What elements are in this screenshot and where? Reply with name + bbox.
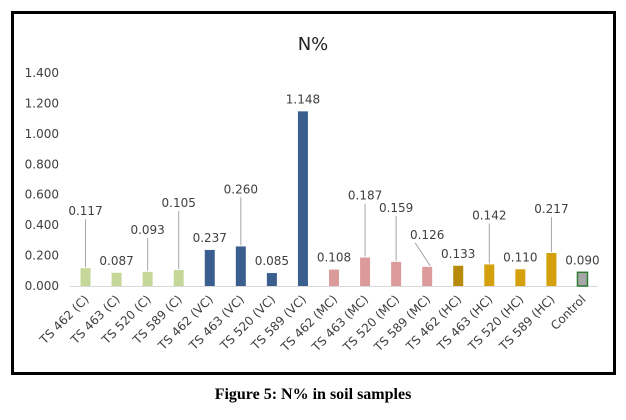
bar-ts-520-c	[142, 271, 153, 286]
chart-frame: N% 0.000 0.200 0.400 0.600 0.800 1.000 1.200 1.…	[11, 11, 616, 375]
data-label: 0.237	[193, 231, 227, 245]
label-leader-lines	[85, 197, 552, 271]
bar-ts-520-hc	[515, 269, 526, 286]
y-tick-label: 1.200	[25, 96, 59, 110]
data-label: 0.108	[317, 251, 351, 265]
figure-caption: Figure 5: N% in soil samples	[214, 386, 412, 403]
y-tick-label: 0.000	[25, 279, 59, 293]
data-label: 0.260	[224, 182, 258, 196]
data-label: 0.090	[565, 253, 599, 267]
y-axis-ticks: 0.000 0.200 0.400 0.600 0.800 1.000 1.200 1.400	[25, 66, 59, 293]
bars	[80, 111, 589, 287]
data-label: 0.133	[441, 247, 475, 261]
bar-ts-463-mc	[360, 257, 371, 286]
y-tick-label: 0.800	[25, 157, 59, 171]
data-label: 1.148	[286, 92, 320, 106]
data-label: 0.093	[130, 223, 164, 237]
bar-ts-589-c	[173, 270, 184, 286]
leader-line	[414, 242, 431, 267]
y-tick-label: 0.200	[25, 249, 59, 263]
bar-ts-589-vc	[297, 111, 308, 286]
data-label: 0.085	[255, 254, 289, 268]
data-label: 0.142	[472, 208, 506, 222]
data-label: 0.087	[99, 254, 133, 268]
data-label: 0.105	[162, 196, 196, 210]
bar-ts-462-c	[80, 268, 91, 286]
chart-title: N%	[298, 34, 329, 55]
category-label: Control	[548, 292, 589, 333]
bar-control	[576, 271, 589, 287]
y-tick-label: 1.400	[25, 66, 59, 80]
y-tick-label: 0.400	[25, 218, 59, 232]
bar-ts-589-mc	[422, 266, 433, 286]
category-labels: TS 462 (C)TS 463 (C)TS 520 (C)TS 589 (C)…	[36, 292, 588, 355]
data-label: 0.126	[410, 228, 444, 242]
bar-ts-462-mc	[329, 269, 339, 286]
bar-ts-463-hc	[484, 264, 495, 286]
y-tick-label: 0.600	[25, 188, 59, 202]
data-label: 0.117	[68, 204, 102, 218]
bar-chart: N% 0.000 0.200 0.400 0.600 0.800 1.000 1.200 1.…	[25, 34, 600, 355]
bar-ts-589-hc	[546, 252, 557, 286]
bar-ts-463-vc	[235, 246, 246, 286]
data-labels: 0.117 0.087 0.093 0.105 0.237 0.260 0.085 1.148…	[68, 92, 599, 268]
data-label: 0.187	[348, 189, 382, 203]
y-tick-label: 1.000	[25, 127, 59, 141]
bar-ts-463-c	[111, 272, 122, 286]
data-label: 0.217	[534, 202, 568, 216]
data-label: 0.110	[503, 250, 537, 264]
data-label: 0.159	[379, 201, 413, 215]
bar-ts-520-vc	[266, 273, 277, 286]
bar-ts-462-hc	[453, 265, 464, 286]
bar-ts-462-vc	[204, 249, 215, 286]
bar-ts-520-mc	[391, 261, 402, 286]
